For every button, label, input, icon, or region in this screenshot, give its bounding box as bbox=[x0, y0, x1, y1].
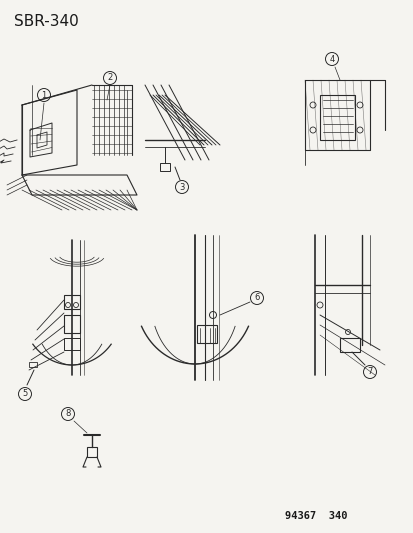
Bar bbox=[197, 325, 216, 343]
Text: 8: 8 bbox=[65, 409, 71, 418]
Bar bbox=[339, 338, 359, 352]
Text: 6: 6 bbox=[254, 294, 259, 303]
Bar bbox=[87, 447, 97, 457]
Text: 5: 5 bbox=[22, 390, 28, 399]
Text: 2: 2 bbox=[107, 74, 112, 83]
Text: SBR-340: SBR-340 bbox=[14, 14, 78, 29]
Bar bbox=[29, 362, 37, 367]
Text: 1: 1 bbox=[41, 91, 47, 100]
Bar bbox=[64, 338, 80, 350]
Text: 4: 4 bbox=[329, 54, 334, 63]
Text: 3: 3 bbox=[179, 182, 184, 191]
Text: 7: 7 bbox=[366, 367, 372, 376]
Text: 94367  340: 94367 340 bbox=[284, 511, 347, 521]
Bar bbox=[159, 163, 170, 171]
Bar bbox=[319, 95, 354, 140]
Bar bbox=[64, 295, 80, 309]
Bar bbox=[64, 315, 80, 333]
